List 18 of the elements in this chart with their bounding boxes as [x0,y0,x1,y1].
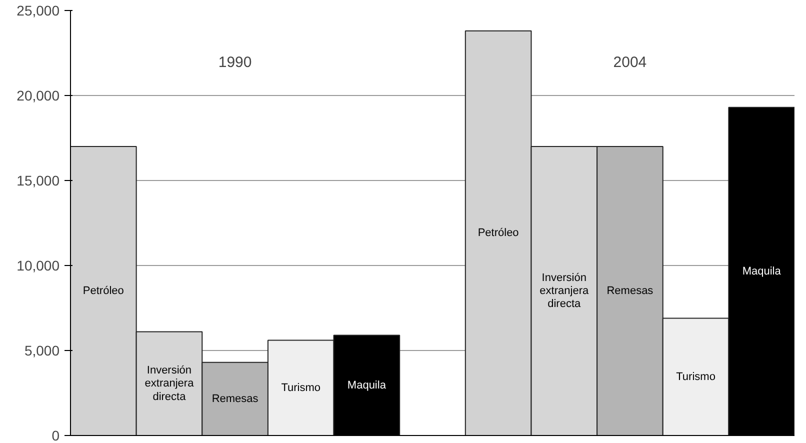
x-tick-label: Maquila [742,265,782,278]
y-tick-label: 15,000 [16,172,60,188]
y-tick-label: 5,000 [24,342,60,358]
y-tick-label: 20,000 [16,88,60,104]
x-tick-label: Turismo [281,382,321,394]
x-tick-label: Maquila [347,379,387,392]
annotation: 2004 [613,54,647,71]
y-tick-label: 0 [52,428,60,443]
x-tick-label: Remesas [606,285,654,297]
x-tick-label: Inversión extranjera directa [540,272,590,310]
x-tick-label: Petróleo [82,285,124,297]
annotation: 1990 [218,54,252,71]
x-tick-label: Remesas [212,392,259,405]
y-tick-label: 25,000 [16,2,60,18]
y-tick-label: 10,000 [16,258,60,274]
x-tick-label: Inversión extranjera directa [144,364,195,403]
x-tick-label: Turismo [676,370,716,383]
x-tick-label: Petróleo [478,227,519,240]
